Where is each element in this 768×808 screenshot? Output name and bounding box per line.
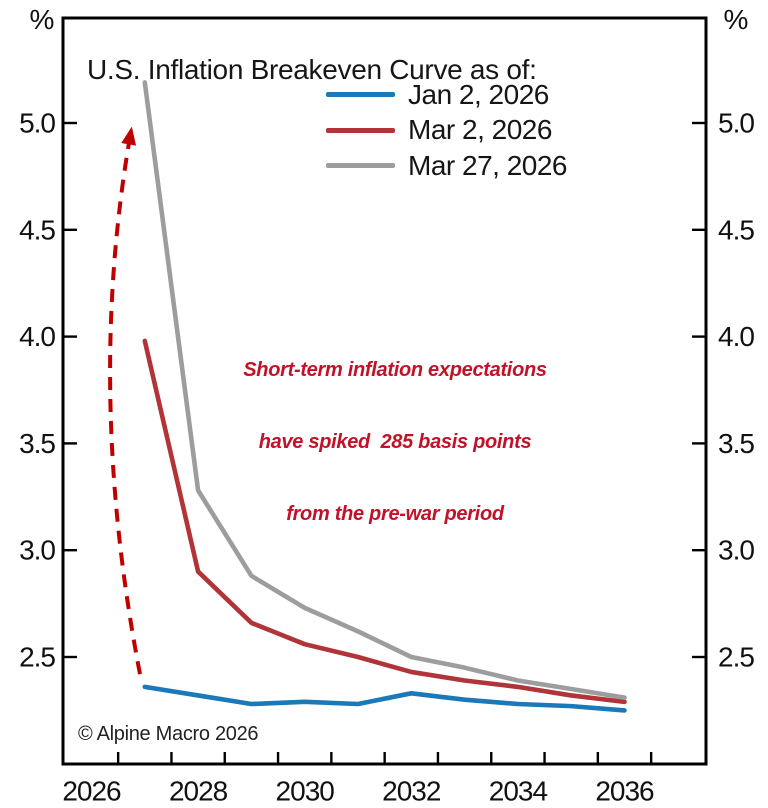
spike-arrow-curve <box>108 131 142 675</box>
legend-item-mar-27-2026: Mar 27, 2026 <box>326 148 568 184</box>
y-tick-label-right: 3.0 <box>718 535 754 566</box>
y-tick-label-left: 4.0 <box>19 321 55 352</box>
legend-swatch-gray-line <box>326 163 395 169</box>
y-tick-label-left: 5.0 <box>19 108 55 139</box>
y-tick-label-left: 2.5 <box>19 642 55 673</box>
x-tick-label: 2032 <box>382 776 441 807</box>
y-tick-label-right: 2.5 <box>718 642 754 673</box>
y-tick-label-left: 3.5 <box>19 428 55 459</box>
chart-title: U.S. Inflation Breakeven Curve as of: <box>87 54 537 85</box>
legend-label: Mar 2, 2026 <box>408 114 552 146</box>
legend-swatch-red-line <box>326 127 395 133</box>
legend-label: Mar 27, 2026 <box>408 149 568 181</box>
annotation-line-2: have spiked 285 basis points <box>258 431 532 453</box>
series-line-mar-2-2026 <box>142 338 627 705</box>
legend-label: Jan 2, 2026 <box>408 78 549 110</box>
y-axis-unit-right: % <box>723 4 749 35</box>
legend-swatch-blue-line <box>326 92 395 98</box>
legend-item-mar-2-2026: Mar 2, 2026 <box>326 113 567 149</box>
series-line-jan-2-2026 <box>142 684 627 713</box>
legend: Jan 2, 2026 Mar 2, 2026 Mar 27, 2026 <box>326 77 568 184</box>
spike-arrow-head <box>121 126 137 146</box>
series-line-mar-27-2026 <box>142 80 627 700</box>
y-tick-label-left: 3.0 <box>19 535 55 566</box>
y-tick-label-left: 4.5 <box>19 214 55 245</box>
y-tick-label-right: 3.5 <box>718 428 754 459</box>
x-tick-label: 2034 <box>489 776 548 807</box>
legend-item-jan-2-2026: Jan 2, 2026 <box>326 77 567 113</box>
annotation-line-1: Short-term inflation expectations <box>243 359 547 381</box>
y-axis-unit-left: % <box>29 4 55 35</box>
spike-annotation: Short-term inflation expectations have s… <box>205 310 585 574</box>
y-tick-label-right: 4.0 <box>718 321 754 352</box>
x-tick-label: 2036 <box>595 776 654 807</box>
copyright-notice: © Alpine Macro 2026 <box>78 723 259 745</box>
y-tick-label-right: 5.0 <box>718 108 754 139</box>
x-tick-label: 2028 <box>169 776 228 807</box>
x-tick-label: 2026 <box>62 776 121 807</box>
x-tick-label: 2030 <box>276 776 335 807</box>
annotation-line-3: from the pre-war period <box>286 503 504 525</box>
y-tick-label-right: 4.5 <box>718 214 754 245</box>
